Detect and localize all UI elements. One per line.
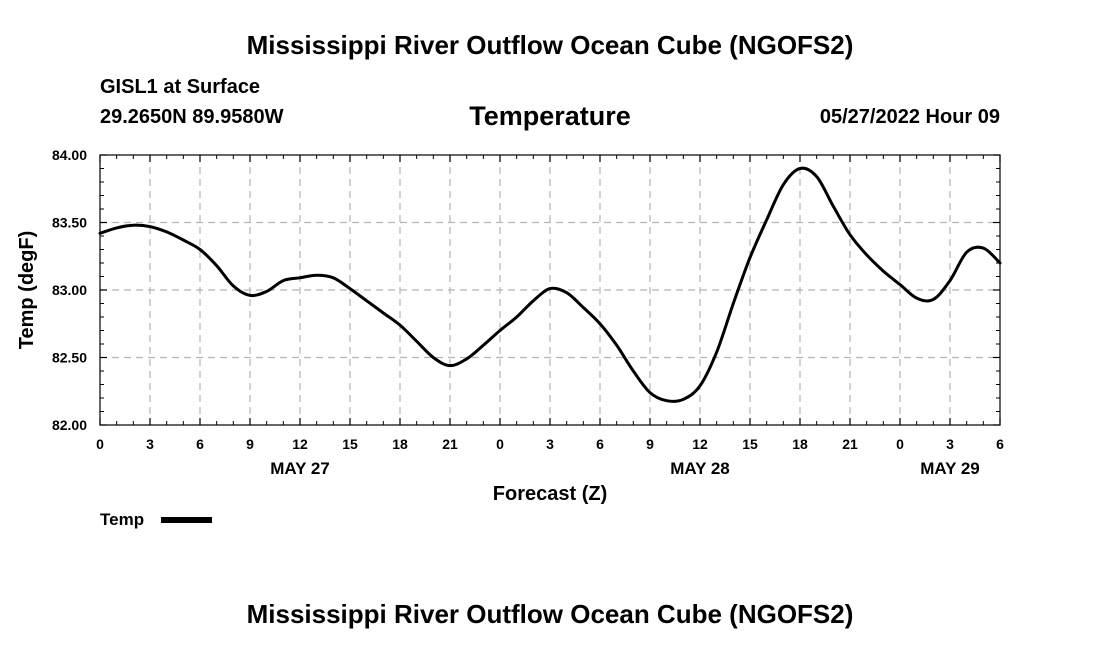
x-tick-label: 18 — [792, 436, 808, 452]
x-tick-label: 18 — [392, 436, 408, 452]
series-line-temp — [98, 166, 1002, 403]
date-labels: MAY 27 MAY 28 MAY 29 — [270, 459, 980, 478]
y-tick-label: 82.50 — [52, 350, 87, 366]
y-tick-label: 83.50 — [52, 215, 87, 231]
x-tick-label: 3 — [546, 436, 554, 452]
x-tick-label: 6 — [996, 436, 1004, 452]
y-axis-label: Temp (degF) — [16, 231, 38, 350]
x-tick-label: 12 — [292, 436, 308, 452]
plot-frame — [99, 154, 1001, 426]
x-tick-label: 0 — [496, 436, 504, 452]
x-tick-label: 21 — [442, 436, 458, 452]
date-label: MAY 27 — [270, 459, 330, 478]
x-tick-label: 0 — [96, 436, 104, 452]
date-label: MAY 29 — [920, 459, 980, 478]
legend-label: Temp — [100, 510, 145, 529]
footer-title: Mississippi River Outflow Ocean Cube (NG… — [246, 599, 854, 629]
y-tick-label: 83.00 — [52, 282, 87, 298]
x-tick-label: 3 — [146, 436, 154, 452]
variable-title: Temperature — [469, 101, 631, 131]
y-tick-label: 82.00 — [52, 417, 87, 433]
x-tick-label: 21 — [842, 436, 858, 452]
x-tick-label: 6 — [596, 436, 604, 452]
x-tick-label: 9 — [646, 436, 654, 452]
x-tick-labels: 0 3 6 9 12 15 18 21 0 3 6 9 12 15 18 21 0 3 6 — [96, 436, 1004, 452]
y-tick-label: 84.00 — [52, 147, 87, 163]
chart-frame-ticks — [99, 154, 1001, 426]
x-tick-label: 12 — [692, 436, 708, 452]
x-tick-label: 3 — [946, 436, 954, 452]
x-tick-label: 15 — [342, 436, 358, 452]
y-tick-labels: 82.00 82.50 83.00 83.50 84.00 — [52, 147, 87, 433]
legend-swatch — [161, 517, 212, 523]
x-tick-label: 15 — [742, 436, 758, 452]
forecast-datetime: 05/27/2022 Hour 09 — [819, 106, 1000, 128]
x-tick-label: 6 — [196, 436, 204, 452]
station-coordinates: 29.2650N 89.9580W — [100, 106, 284, 128]
x-tick-label: 0 — [896, 436, 904, 452]
station-label: GISL1 at Surface — [100, 76, 261, 98]
x-tick-label: 9 — [246, 436, 254, 452]
page-title: Mississippi River Outflow Ocean Cube (NG… — [246, 30, 854, 60]
date-label: MAY 28 — [670, 459, 730, 478]
x-axis-label: Forecast (Z) — [493, 483, 607, 505]
